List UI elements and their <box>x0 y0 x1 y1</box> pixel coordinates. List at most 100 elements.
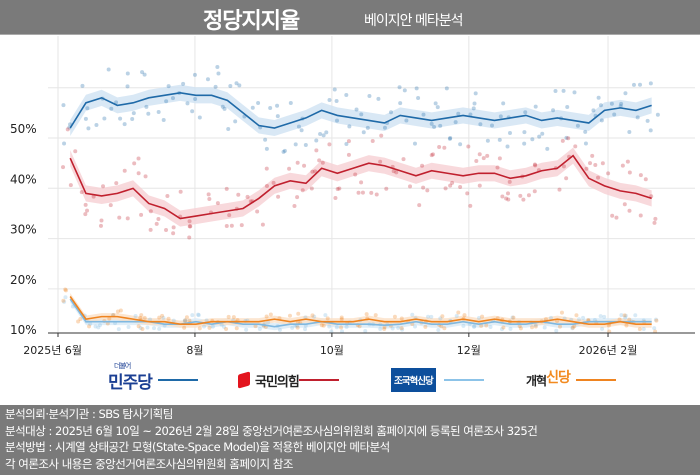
poll-point <box>295 195 300 200</box>
poll-point <box>157 315 162 320</box>
poll-point <box>275 114 280 119</box>
poll-point <box>533 323 538 328</box>
poll-point <box>400 327 405 332</box>
poll-point <box>181 81 186 86</box>
poll-point <box>271 180 276 185</box>
poll-point <box>390 326 395 331</box>
legend-line-rebuilding-korea <box>443 379 484 381</box>
poll-point <box>320 160 325 165</box>
poll-point <box>448 183 453 188</box>
poll-point <box>339 315 344 320</box>
poll-point <box>396 325 401 330</box>
poll-point <box>276 194 281 199</box>
poll-point <box>125 84 130 89</box>
poll-point <box>346 139 351 144</box>
poll-point <box>530 137 535 142</box>
legend: 더불어 민주당 국민의힘 조국혁신당 개혁신당 <box>0 362 700 397</box>
poll-point <box>472 101 477 106</box>
poll-point <box>98 323 103 328</box>
legend-item-reform: 개혁신당 <box>526 365 616 395</box>
poll-point <box>522 130 527 135</box>
poll-point <box>94 122 99 127</box>
poll-point <box>627 208 632 213</box>
poll-point <box>399 316 404 321</box>
poll-point <box>109 106 114 111</box>
x-tick-label: 8월 <box>186 344 203 357</box>
poll-point <box>456 111 461 116</box>
poll-point <box>572 90 577 95</box>
poll-point <box>477 316 482 321</box>
poll-point <box>566 136 571 141</box>
poll-point <box>426 314 431 319</box>
poll-point <box>266 320 271 325</box>
poll-point <box>382 327 387 332</box>
poll-point <box>505 191 510 196</box>
poll-point <box>557 187 562 192</box>
poll-point <box>488 324 493 329</box>
poll-point <box>116 327 121 332</box>
poll-point <box>382 325 387 330</box>
poll-point <box>236 192 241 197</box>
poll-point <box>462 313 467 318</box>
poll-point <box>480 314 485 319</box>
poll-point <box>187 318 192 323</box>
footer-line-method: 분석방법 : 시계열 상태공간 모형(State-Space Model)을 적… <box>5 440 390 454</box>
poll-point <box>598 314 603 319</box>
poll-point <box>118 308 123 313</box>
poll-point <box>148 317 153 322</box>
poll-point <box>264 166 269 171</box>
poll-point <box>378 327 383 332</box>
poll-point <box>245 194 250 199</box>
y-tick-label: 30% <box>10 223 37 237</box>
poll-point <box>105 321 110 326</box>
poll-point <box>207 325 212 330</box>
poll-point <box>61 165 66 170</box>
poll-point <box>359 180 364 185</box>
poll-point <box>619 101 624 106</box>
poll-point <box>136 324 141 329</box>
poll-point <box>146 111 151 116</box>
poll-point <box>192 72 197 77</box>
poll-point <box>290 325 295 330</box>
poll-point <box>101 184 106 189</box>
poll-point <box>250 105 255 110</box>
legend-item-rebuilding-korea: 조국혁신당 <box>391 365 484 395</box>
poll-point <box>435 105 440 110</box>
poll-point <box>264 184 269 189</box>
poll-point <box>183 318 188 323</box>
poll-point <box>379 133 384 138</box>
poll-point <box>510 315 515 320</box>
poll-point <box>653 317 658 322</box>
poll-point <box>438 123 443 128</box>
poll-point <box>264 146 269 151</box>
header: 정당지지율 베이지안 메타분석 <box>0 0 700 35</box>
band-개혁신당 <box>70 292 652 328</box>
poll-point <box>430 152 435 157</box>
poll-point <box>500 194 505 199</box>
poll-point <box>325 316 330 321</box>
poll-point <box>318 131 323 136</box>
poll-points <box>61 65 660 334</box>
poll-point <box>319 323 324 328</box>
poll-point <box>287 313 292 318</box>
poll-point <box>323 313 328 318</box>
poll-point <box>207 197 212 202</box>
poll-point <box>227 213 232 218</box>
poll-point <box>530 325 535 330</box>
poll-point <box>439 324 444 329</box>
trend-line-조국혁신당 <box>69 298 652 328</box>
legend-item-democratic: 더불어 민주당 <box>108 362 198 395</box>
poll-point <box>653 329 658 334</box>
poll-point <box>140 326 145 331</box>
ppp-logo-icon <box>238 371 250 389</box>
poll-point <box>653 216 658 221</box>
poll-point <box>533 163 538 168</box>
poll-point <box>61 298 66 303</box>
poll-point <box>374 192 379 197</box>
poll-point <box>79 190 84 195</box>
poll-point <box>481 156 486 161</box>
poll-point <box>645 118 650 123</box>
poll-point <box>518 326 523 331</box>
poll-point <box>610 213 615 218</box>
poll-point <box>275 103 280 108</box>
